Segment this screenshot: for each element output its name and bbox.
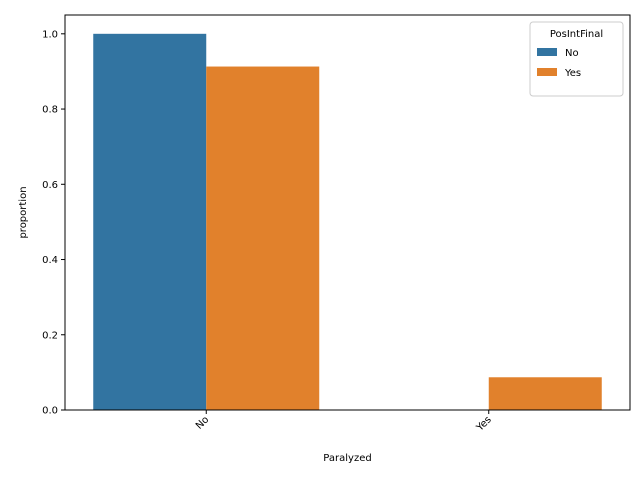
bar-no-no bbox=[93, 33, 207, 411]
x-tick-label: Yes bbox=[474, 414, 494, 434]
plot-frame bbox=[64, 14, 631, 411]
y-tick-label: 0.6 bbox=[42, 180, 58, 191]
legend-title: PosIntFinal bbox=[550, 29, 603, 40]
y-tick-label: 0.8 bbox=[42, 105, 58, 116]
y-axis: 0.0 0.2 0.4 0.6 0.8 1.0 bbox=[42, 29, 65, 417]
y-tick-label: 0.0 bbox=[42, 406, 58, 417]
bar-yes-yes bbox=[488, 377, 602, 410]
x-tick-label: No bbox=[194, 414, 211, 431]
y-tick-label: 0.2 bbox=[42, 330, 58, 341]
y-tick-label: 1.0 bbox=[42, 29, 58, 40]
x-axis: No Yes bbox=[194, 410, 494, 434]
bars-group bbox=[93, 33, 602, 411]
legend-box bbox=[529, 21, 624, 97]
y-axis-label: proportion bbox=[18, 186, 29, 238]
legend-swatch-yes bbox=[537, 68, 557, 76]
x-axis-label: Paralyzed bbox=[323, 453, 371, 464]
bar-yes-no bbox=[206, 66, 320, 411]
legend-label-no: No bbox=[565, 48, 579, 59]
legend-label-yes: Yes bbox=[564, 68, 581, 79]
legend-swatch-no bbox=[537, 48, 557, 56]
y-tick-label: 0.4 bbox=[42, 255, 58, 266]
legend: PosIntFinal No Yes bbox=[529, 21, 624, 97]
